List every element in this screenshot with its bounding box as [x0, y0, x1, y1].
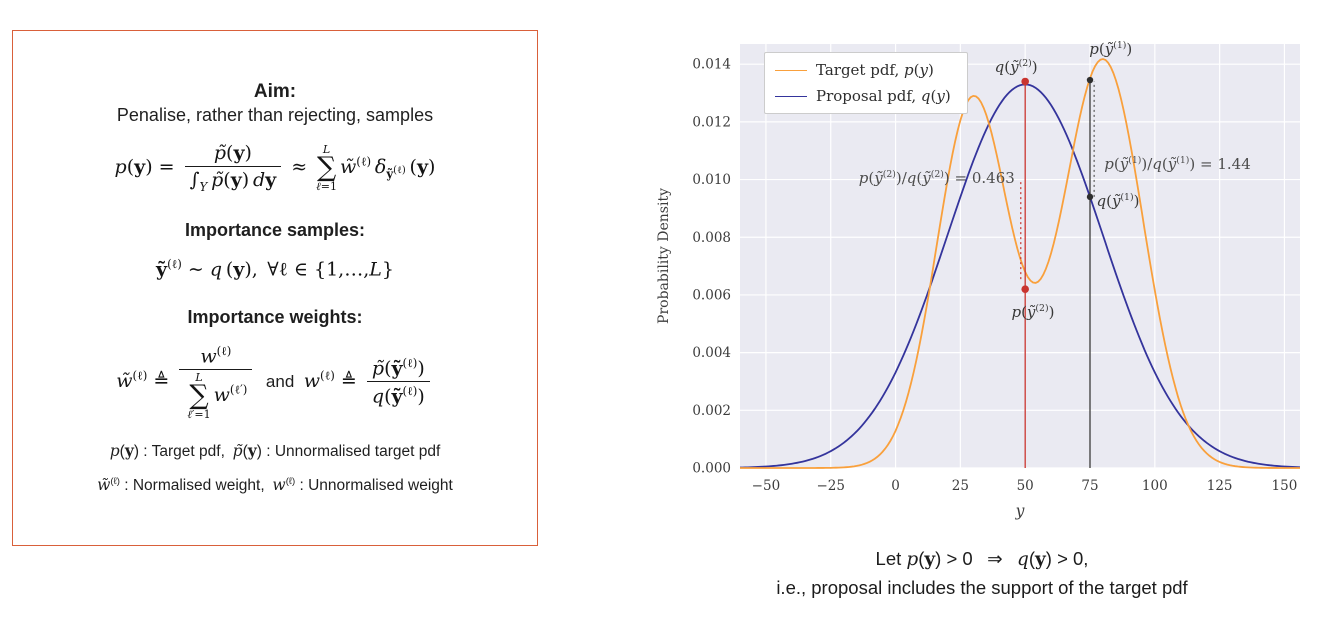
equation-importance-samples: ỹ(ℓ) ∼ q (y), ∀ℓ ∈ {1,…,L}	[156, 256, 394, 280]
figure-column: −50 −25 0 25 50 75 100 125 150 0.000 0.002 0.004 0.0…	[652, 28, 1320, 602]
x-axis-label: y	[1015, 502, 1025, 520]
x-tick-label: 150	[1272, 478, 1298, 494]
plot-canvas: −50 −25 0 25 50 75 100 125 150 0.000 0.002 0.004 0.0…	[656, 44, 1301, 520]
caption-line-1: Let p(y) > 0 ⇒ q(y) > 0,	[875, 548, 1089, 570]
y-tick-label: 0.006	[692, 287, 731, 303]
x-tick-label: 50	[1017, 478, 1034, 494]
y-tick-label: 0.012	[692, 114, 731, 130]
x-tick-label: −25	[816, 478, 845, 494]
q-ytilde1-point	[1086, 193, 1094, 201]
p-ytilde2-point	[1021, 285, 1029, 293]
y-tick-label: 0.008	[692, 230, 731, 246]
x-tick-label: 125	[1207, 478, 1233, 494]
x-tick-label: 100	[1142, 478, 1168, 494]
pdf-plot: −50 −25 0 25 50 75 100 125 150 0.000 0.002 0.004 0.0…	[652, 28, 1312, 533]
y-tick-label: 0.000	[692, 461, 731, 477]
caption-line-2: i.e., proposal includes the support of t…	[776, 576, 1188, 598]
definitions-line-2: w̃(ℓ) : Normalised weight, w(ℓ) : Unnorm…	[97, 475, 453, 495]
y-axis-label: Probability Density	[656, 188, 672, 324]
q-ytilde2-point	[1021, 77, 1029, 86]
aim-title: Aim:	[253, 80, 297, 102]
importance-weights-heading: Importance weights:	[187, 307, 363, 327]
importance-samples-heading: Importance samples:	[184, 219, 366, 240]
target-pdf-curve	[740, 58, 1300, 469]
equation-importance-weights: w̃(ℓ) ≜ w(ℓ) L ∑ ℓ′=1 w(ℓ′) and w(ℓ) ≜ p̃(ỹ(…	[23, 344, 527, 420]
y-tick-label: 0.004	[692, 345, 731, 361]
definitions-line-1: p(y) : Target pdf, p̃(y) : Unnormalised …	[109, 440, 441, 460]
support-condition-caption: Let p(y) > 0 ⇒ q(y) > 0, i.e., proposal …	[652, 545, 1312, 602]
x-tick-label: 25	[952, 478, 969, 494]
p-ytilde1-point	[1086, 76, 1094, 84]
x-tick-label: −50	[752, 478, 781, 494]
y-tick-label: 0.010	[692, 172, 731, 188]
proposal-pdf-curve	[739, 83, 1301, 469]
x-tick-label: 75	[1081, 478, 1098, 494]
y-tick-label: 0.014	[692, 57, 731, 73]
aim-subtitle: Penalise, rather than rejecting, samples	[116, 104, 434, 125]
equation-target-approximation: p(y) = p̃(y) ∫Y p̃(y) dy ≈ L ∑ ℓ=1 w̃(ℓ) δỹ(…	[114, 141, 436, 194]
y-tick-label: 0.002	[692, 403, 731, 419]
aim-panel: Aim: Penalise, rather than rejecting, sa…	[12, 30, 538, 546]
x-tick-label: 0	[891, 478, 900, 494]
